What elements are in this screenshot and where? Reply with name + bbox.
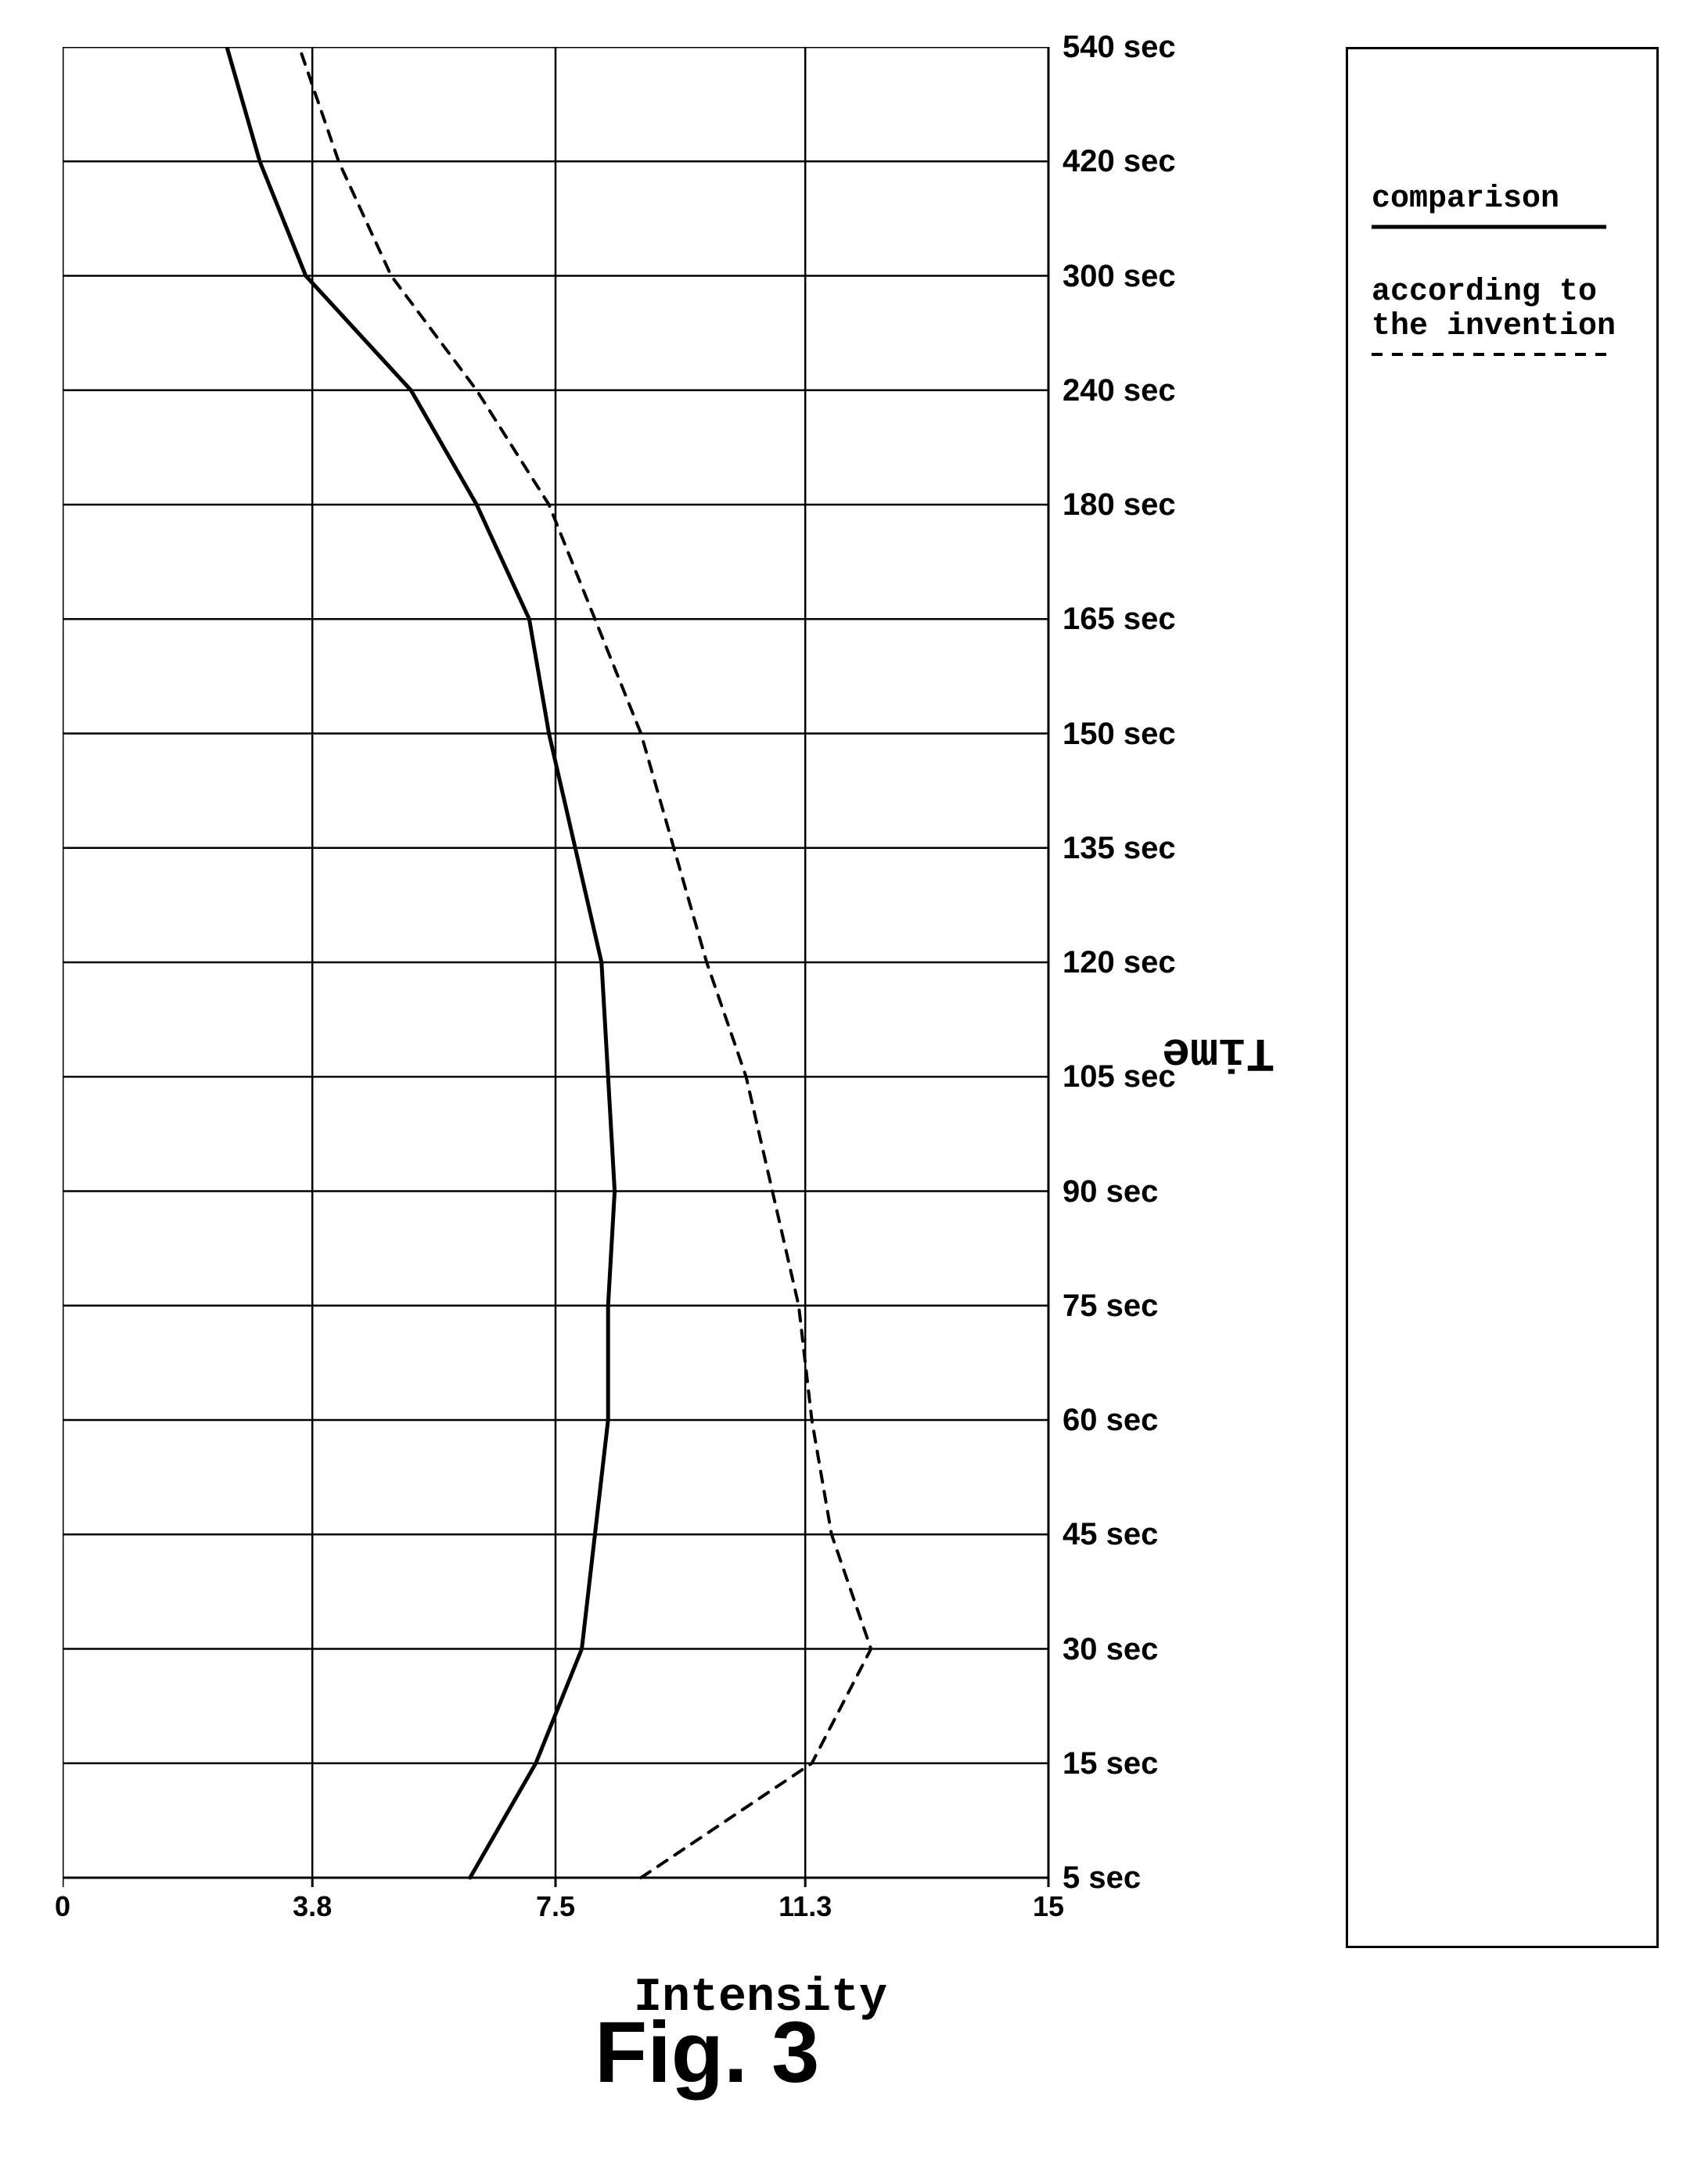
y-tick-label: 180 sec — [1063, 487, 1176, 523]
y-tick-label: 420 sec — [1063, 144, 1176, 179]
y-tick-label: 135 sec — [1063, 831, 1176, 866]
y-tick-label: 15 sec — [1063, 1746, 1158, 1781]
x-tick-label: 11.3 — [778, 1890, 832, 1923]
y-tick-label: 5 sec — [1063, 1860, 1141, 1896]
y-tick-label: 120 sec — [1063, 945, 1176, 980]
y-tick-label: 240 sec — [1063, 373, 1176, 408]
x-tick-label: 7.5 — [536, 1890, 575, 1923]
legend-item-label: according tothe invention — [1372, 275, 1638, 344]
figure-label: Fig. 3 — [595, 2003, 819, 2102]
y-tick-label: 30 sec — [1063, 1632, 1158, 1667]
page: 5 sec 15 sec 30 sec 45 sec 60 sec 75 sec 90 se… — [0, 0, 1708, 2175]
legend-item-line — [1372, 349, 1606, 360]
x-tick-label: 0 — [55, 1890, 70, 1923]
y-tick-label: 165 sec — [1063, 602, 1176, 637]
y-axis-title: Time — [1162, 1025, 1275, 1078]
x-tick-label: 3.8 — [293, 1890, 332, 1923]
legend-item-label: comparison — [1372, 182, 1638, 217]
y-tick-label: 150 sec — [1063, 717, 1176, 752]
y-tick-label: 45 sec — [1063, 1517, 1158, 1552]
legend-items: comparison according tothe invention — [1372, 182, 1638, 403]
chart-container: 5 sec 15 sec 30 sec 45 sec 60 sec 75 sec 90 se… — [63, 47, 1299, 1948]
y-tick-label: 300 sec — [1063, 259, 1176, 294]
legend-item-line — [1372, 221, 1606, 232]
y-tick-label: 540 sec — [1063, 30, 1176, 65]
y-tick-label: 105 sec — [1063, 1059, 1176, 1095]
y-tick-label: 75 sec — [1063, 1289, 1158, 1324]
x-tick-label: 15 — [1033, 1890, 1064, 1923]
y-tick-label: 90 sec — [1063, 1174, 1158, 1210]
legend-box: comparison according tothe invention — [1346, 47, 1659, 1948]
y-tick-label: 60 sec — [1063, 1403, 1158, 1438]
